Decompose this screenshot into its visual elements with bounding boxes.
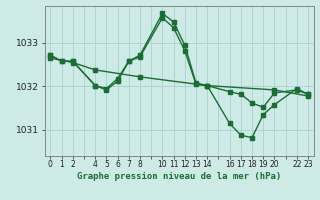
X-axis label: Graphe pression niveau de la mer (hPa): Graphe pression niveau de la mer (hPa) [77, 172, 281, 181]
